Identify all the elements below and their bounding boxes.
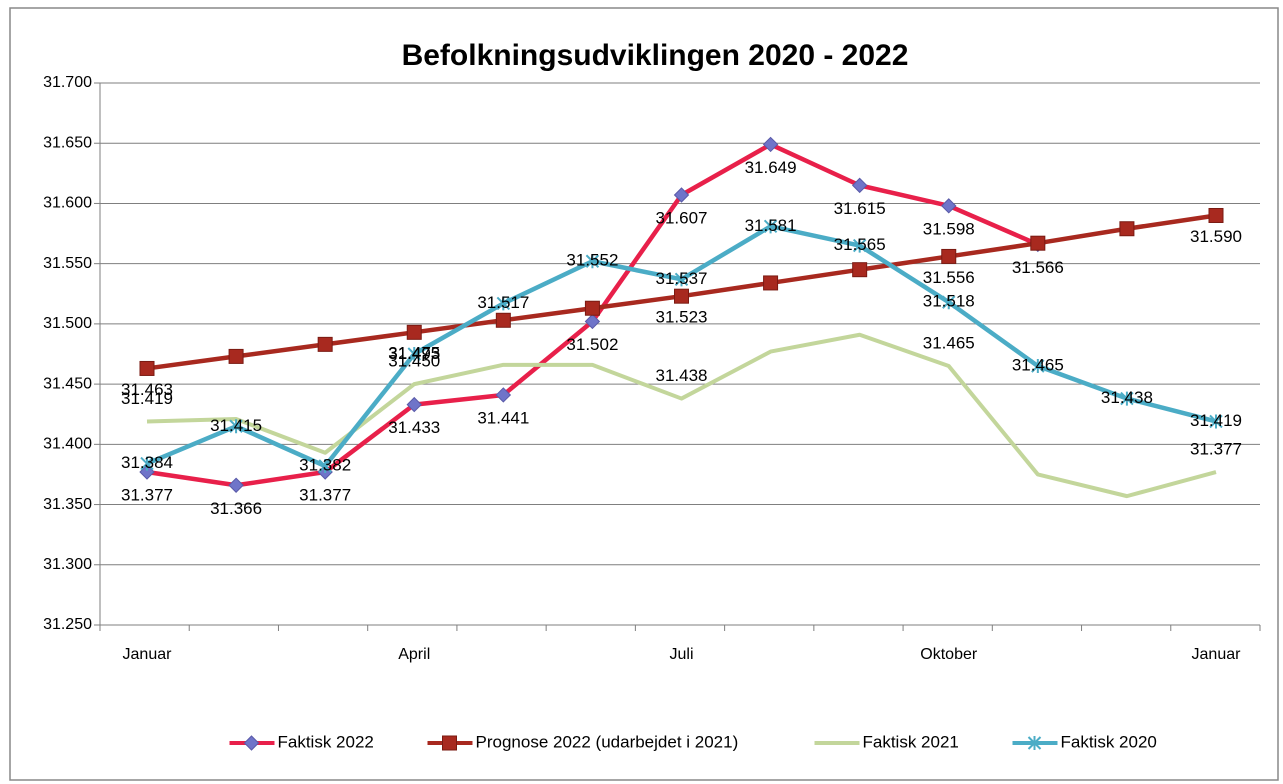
data-label: 31.450: [388, 352, 440, 371]
marker: [243, 735, 260, 751]
marker: [585, 254, 600, 269]
legend-item: Faktisk 2021: [814, 732, 959, 751]
marker: [673, 187, 690, 203]
data-label: 31.581: [745, 216, 797, 235]
marker: [762, 136, 779, 153]
legend-item: Prognose 2022 (udarbejdet i 2021): [427, 732, 739, 751]
data-label: 31.502: [566, 335, 618, 354]
marker: [674, 272, 689, 287]
data-label: 31.537: [656, 269, 708, 288]
legend-item: Faktisk 2020: [1012, 732, 1157, 751]
data-label: 31.493: [388, 344, 440, 363]
marker: [407, 347, 421, 361]
legend-item: Faktisk 2022: [229, 732, 374, 751]
data-label: 31.556: [923, 268, 975, 287]
data-label: 31.415: [210, 416, 262, 435]
data-label: 31.419: [1190, 411, 1242, 430]
marker: [852, 238, 867, 253]
chart-border: [9, 7, 1279, 781]
data-label: 31.615: [834, 199, 886, 218]
x-tick-label: Januar: [1192, 646, 1242, 663]
data-label: 31.518: [923, 292, 975, 311]
marker: [1208, 207, 1224, 223]
data-label: 31.377: [1190, 440, 1242, 459]
y-tick-label: 31.400: [43, 436, 92, 453]
data-label: 31.565: [834, 235, 886, 254]
marker: [228, 348, 244, 364]
chart-title: Befolkningsudviklingen 2020 - 2022: [402, 39, 909, 72]
y-tick-label: 31.700: [43, 74, 92, 91]
marker: [1120, 391, 1134, 406]
marker: [229, 419, 243, 434]
x-tick-label: Juli: [669, 646, 693, 663]
marker: [1031, 359, 1045, 374]
data-label: 31.384: [121, 453, 173, 472]
data-label: 31.475: [388, 343, 440, 362]
y-tick-label: 31.300: [43, 556, 92, 573]
marker: [763, 275, 779, 291]
marker: [1119, 221, 1135, 237]
data-label: 31.438: [656, 366, 708, 385]
marker: [1209, 414, 1223, 429]
data-label: 31.552: [566, 251, 618, 270]
y-tick-label: 31.350: [43, 496, 92, 513]
x-tick-label: Oktober: [920, 646, 978, 663]
y-tick-label: 31.250: [43, 616, 92, 633]
marker: [941, 198, 957, 214]
legend-label: Faktisk 2020: [1061, 732, 1157, 751]
data-label: 31.590: [1190, 227, 1242, 246]
data-label: 31.419: [121, 389, 173, 408]
data-label: 31.438: [1101, 388, 1153, 407]
data-label: 31.377: [299, 486, 351, 505]
marker: [941, 248, 957, 264]
y-tick-label: 31.550: [43, 255, 92, 272]
marker: [584, 300, 600, 316]
y-tick-label: 31.500: [43, 315, 92, 332]
marker: [406, 396, 422, 413]
y-tick-label: 31.600: [43, 195, 92, 212]
data-label: 31.598: [923, 219, 975, 238]
marker: [495, 387, 512, 403]
marker: [763, 219, 778, 234]
legend-label: Faktisk 2022: [278, 732, 374, 751]
y-tick-label: 31.650: [43, 134, 92, 151]
data-label: 31.463: [121, 380, 173, 399]
y-tick-label: 31.450: [43, 375, 92, 392]
data-label: 31.441: [477, 408, 529, 427]
data-label: 31.433: [388, 418, 440, 437]
x-tick-label: Januar: [123, 646, 173, 663]
data-label: 31.377: [121, 486, 173, 505]
marker: [852, 262, 868, 278]
data-label: 31.465: [1012, 356, 1064, 375]
x-tick-label: April: [398, 646, 430, 663]
data-label: 31.566: [1012, 258, 1064, 277]
marker: [228, 477, 244, 493]
data-label: 31.382: [299, 455, 351, 474]
marker: [942, 295, 956, 310]
marker: [584, 313, 601, 330]
series-line: [146, 332, 1217, 499]
legend-label: Faktisk 2021: [863, 732, 959, 751]
marker: [139, 360, 155, 376]
marker: [851, 177, 868, 194]
marker: [1027, 736, 1042, 750]
data-label: 31.607: [656, 208, 708, 227]
marker: [318, 459, 332, 474]
marker: [317, 336, 333, 352]
marker: [442, 735, 457, 751]
data-label: 31.465: [923, 334, 975, 353]
data-label: 31.517: [477, 293, 529, 312]
marker: [495, 312, 511, 328]
marker: [674, 288, 689, 304]
data-label: 31.523: [656, 308, 708, 327]
marker: [140, 456, 154, 471]
marker: [139, 464, 155, 480]
data-label: 31.649: [745, 158, 797, 177]
marker: [1030, 235, 1046, 251]
marker: [496, 296, 511, 311]
data-label: 31.366: [210, 499, 262, 518]
marker: [406, 324, 422, 340]
legend-label: Prognose 2022 (udarbejdet i 2021): [476, 732, 739, 751]
